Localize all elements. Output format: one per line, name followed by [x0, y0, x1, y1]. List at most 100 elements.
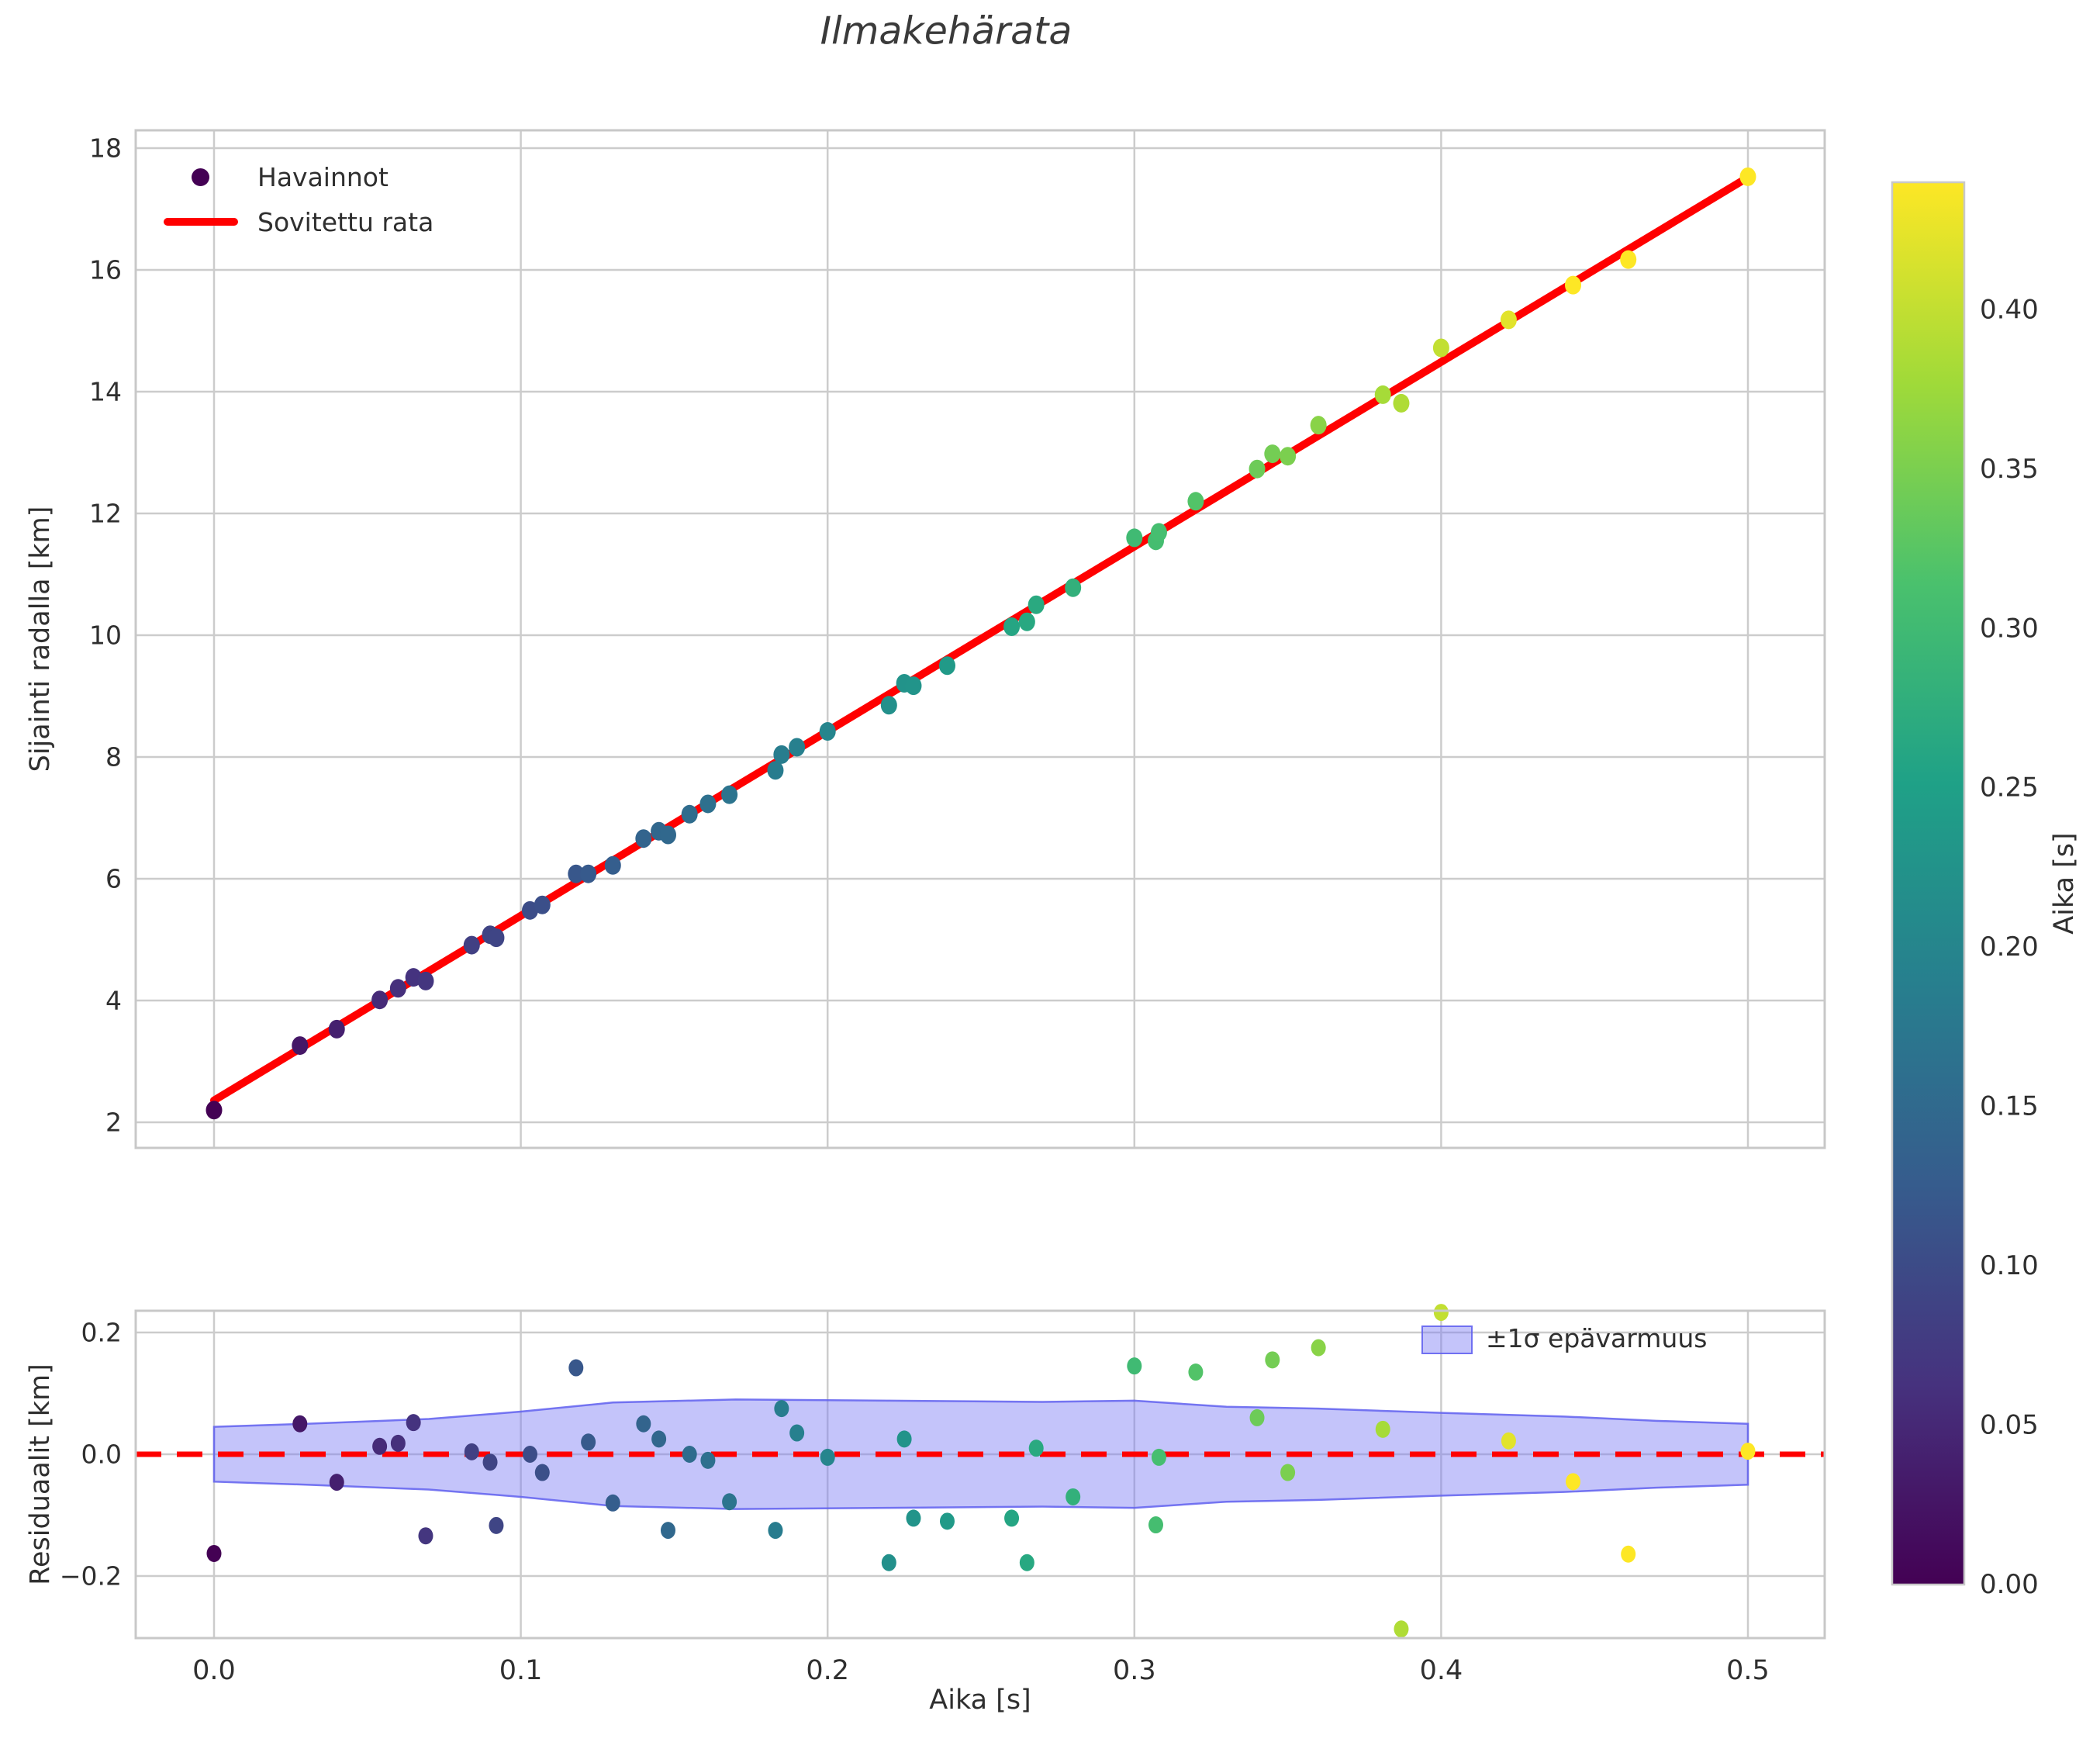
x-tick-label: 0.1 [499, 1655, 543, 1686]
colorbar [1891, 181, 1966, 1586]
residual-plot-frame [134, 1309, 1826, 1640]
residual-point [418, 1527, 433, 1545]
residual-point [1028, 1440, 1044, 1457]
scatter-point [1018, 612, 1035, 631]
scatter-point [1187, 492, 1204, 511]
residual-point [522, 1446, 537, 1463]
scatter-point [1065, 578, 1082, 597]
colorbar-tick-label: 0.35 [1980, 454, 2039, 485]
scatter-point [371, 990, 389, 1010]
y-tick-label: 10 [89, 620, 122, 651]
colorbar-tick-label: 0.25 [1980, 772, 2039, 804]
scatter-point [773, 745, 790, 764]
residual-point [1394, 1620, 1409, 1638]
scatter-point [1249, 459, 1266, 479]
scatter-point [699, 794, 717, 814]
residual-point [372, 1437, 388, 1455]
scatter-point [1280, 447, 1297, 466]
scatter-point [1310, 416, 1327, 435]
x-tick-label: 0.0 [192, 1655, 236, 1686]
scatter-point [721, 785, 738, 804]
scatter-point [681, 804, 698, 824]
residual-point [1148, 1516, 1163, 1534]
residual-point [292, 1415, 308, 1433]
y-tick-label: 16 [89, 255, 122, 285]
residual-point [881, 1554, 896, 1571]
top-y-axis-label: Sijainti radalla [km] [25, 506, 56, 772]
chart-title: Ilmakehärata [820, 9, 1072, 54]
residual-point [1433, 1304, 1449, 1322]
scatter-point [1565, 275, 1582, 295]
scatter-point [1500, 310, 1517, 330]
colorbar-tick-label: 0.05 [1980, 1410, 2039, 1441]
y-tick-label: −0.2 [60, 1561, 122, 1592]
residual-point [1249, 1408, 1265, 1426]
residual-point [329, 1474, 344, 1491]
scatter-point [1620, 250, 1637, 269]
residual-point [568, 1359, 584, 1377]
scatter-point [905, 676, 922, 696]
residual-point [489, 1516, 504, 1534]
residual-point [820, 1448, 835, 1466]
colorbar-tick-label: 0.00 [1980, 1569, 2039, 1600]
y-tick-label: 12 [89, 499, 122, 529]
x-tick-label: 0.3 [1113, 1655, 1156, 1686]
residual-plot-panel [134, 1304, 1826, 1640]
main-plot-frame [134, 129, 1826, 1149]
residual-point [1127, 1357, 1142, 1375]
scatter-point [1150, 523, 1167, 542]
scatter-point [1739, 167, 1756, 186]
scatter-point [938, 656, 955, 676]
scatter-point [1393, 393, 1410, 413]
scatter-point [417, 971, 434, 990]
scatter-point [568, 864, 585, 883]
colorbar-tick-label: 0.20 [1980, 931, 2039, 963]
residual-point [651, 1430, 667, 1448]
scatter-point [1374, 385, 1391, 404]
x-tick-label: 0.2 [806, 1655, 849, 1686]
scatter-point [1003, 617, 1021, 637]
residual-point [534, 1464, 550, 1481]
y-tick-label: 0.0 [81, 1440, 122, 1470]
residual-point [1019, 1554, 1034, 1571]
scatter-point [389, 979, 406, 998]
residual-point [1375, 1420, 1390, 1438]
legend-fit-line-marker [164, 218, 238, 226]
residual-point [1311, 1339, 1326, 1357]
legend-observations-marker [192, 168, 209, 186]
scatter-point [292, 1036, 309, 1056]
residual-point [406, 1414, 421, 1432]
scatter-point [1028, 595, 1045, 614]
scatter-point [880, 696, 897, 715]
fitted-line [210, 173, 1752, 1104]
scatter-point [521, 900, 538, 920]
colorbar-gradient [1891, 181, 1966, 1586]
residual-point [774, 1400, 789, 1418]
residual-point [896, 1430, 912, 1448]
residual-point [636, 1415, 651, 1433]
x-tick-label: 0.5 [1726, 1655, 1770, 1686]
residual-point [722, 1493, 737, 1511]
residual-point [768, 1522, 783, 1540]
scatter-point [659, 825, 676, 845]
residual-point [700, 1451, 716, 1469]
residual-point [1566, 1473, 1581, 1491]
colorbar-tick-label: 0.30 [1980, 613, 2039, 644]
scatter-point [604, 855, 621, 875]
scatter-point [819, 722, 836, 741]
residual-point [206, 1544, 222, 1562]
residual-point [906, 1509, 921, 1527]
scatter-point [488, 928, 505, 948]
residual-point [1501, 1432, 1516, 1450]
scatter-point [789, 738, 806, 757]
y-tick-label: 8 [105, 742, 122, 772]
residual-point [482, 1453, 498, 1471]
scatter-point [580, 864, 597, 883]
legend-observations-label: Havainnot [257, 162, 389, 192]
scatter-point [534, 895, 551, 914]
residual-point [605, 1494, 620, 1512]
residual-point [939, 1512, 955, 1530]
scatter-point [1264, 444, 1281, 464]
